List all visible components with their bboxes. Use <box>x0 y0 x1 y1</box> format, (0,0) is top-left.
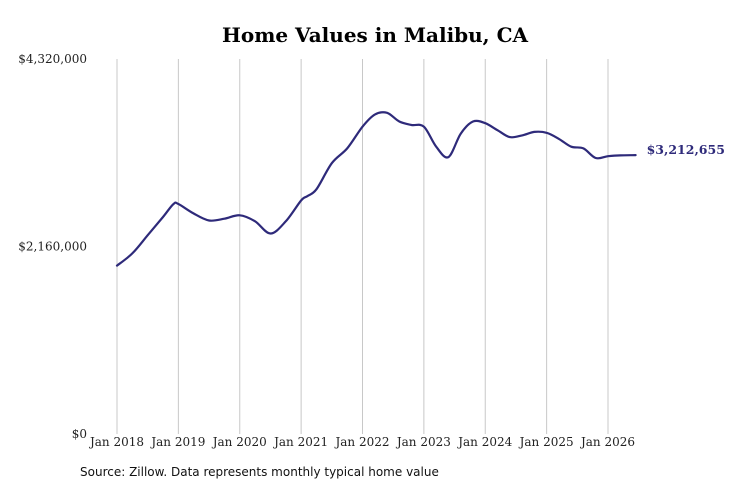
vertical-gridlines <box>116 59 609 434</box>
x-tick-label: Jan 2021 <box>272 435 328 449</box>
source-note: Source: Zillow. Data represents monthly … <box>80 465 439 479</box>
x-tick-label: Jan 2019 <box>149 435 205 449</box>
x-axis-ticks: Jan 2018 Jan 2019 Jan 2020 Jan 2021 Jan 2022… <box>88 435 635 449</box>
latest-value-label: $3,212,655 <box>647 142 725 157</box>
y-axis-ticks: $4,320,000 $2,160,000 $0 <box>18 52 87 441</box>
x-tick-label: Jan 2025 <box>518 435 574 449</box>
y-tick-label: $4,320,000 <box>18 52 87 66</box>
y-tick-label: $0 <box>72 427 87 441</box>
x-tick-label: Jan 2023 <box>395 435 451 449</box>
home-value-line <box>115 111 637 267</box>
x-tick-label: Jan 2026 <box>579 435 635 449</box>
x-tick-label: Jan 2020 <box>211 435 267 449</box>
x-tick-label: Jan 2024 <box>456 435 512 449</box>
y-tick-label: $2,160,000 <box>18 240 87 254</box>
x-tick-label: Jan 2018 <box>88 435 144 449</box>
chart-title: Home Values in Malibu, CA <box>222 23 529 47</box>
x-tick-label: Jan 2022 <box>333 435 389 449</box>
